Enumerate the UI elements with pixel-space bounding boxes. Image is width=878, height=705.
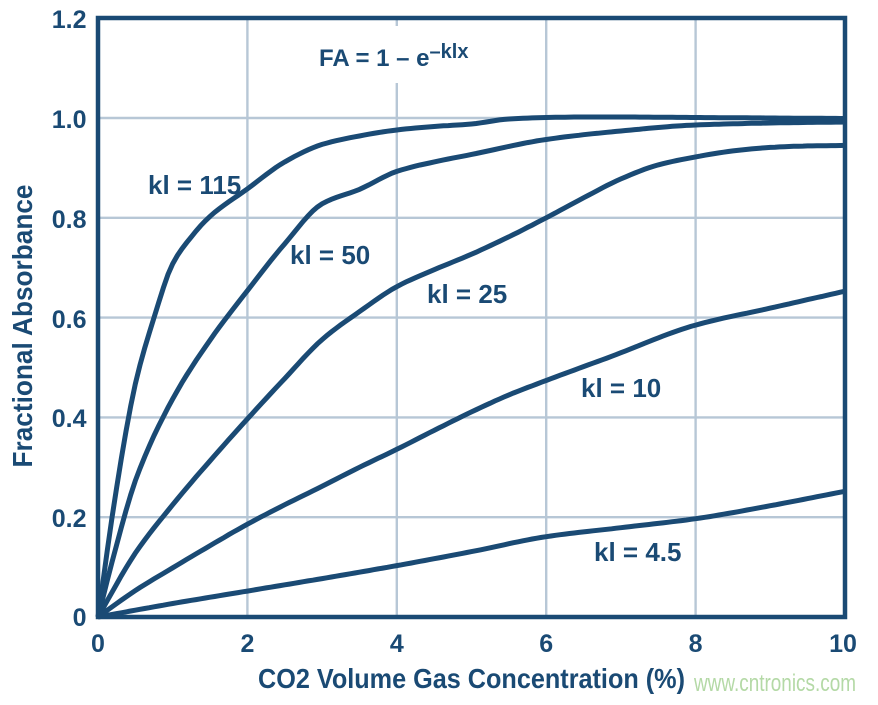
svg-text:CO2 Volume Gas Concentration (: CO2 Volume Gas Concentration (%) <box>258 663 685 694</box>
svg-text:4: 4 <box>390 630 404 658</box>
svg-text:1.0: 1.0 <box>52 106 87 134</box>
svg-text:0: 0 <box>91 630 105 658</box>
svg-text:0.2: 0.2 <box>52 505 87 533</box>
svg-text:kl = 25: kl = 25 <box>427 279 507 309</box>
svg-text:6: 6 <box>539 630 553 658</box>
svg-text:Fractional Absorbance: Fractional Absorbance <box>7 185 38 468</box>
svg-text:8: 8 <box>689 630 703 658</box>
svg-text:kl = 115: kl = 115 <box>148 170 241 200</box>
svg-text:0: 0 <box>73 604 87 632</box>
svg-text:10: 10 <box>829 630 857 658</box>
svg-text:2: 2 <box>240 630 254 658</box>
svg-text:kl = 50: kl = 50 <box>290 240 370 270</box>
svg-text:kl = 4.5: kl = 4.5 <box>594 537 681 567</box>
svg-text:0.4: 0.4 <box>52 405 87 433</box>
svg-text:1.2: 1.2 <box>52 6 87 34</box>
svg-text:0.8: 0.8 <box>52 206 87 234</box>
svg-text:kl = 10: kl = 10 <box>581 373 661 403</box>
svg-text:0.6: 0.6 <box>52 306 87 334</box>
svg-text:www.cntronics.com: www.cntronics.com <box>693 670 856 697</box>
